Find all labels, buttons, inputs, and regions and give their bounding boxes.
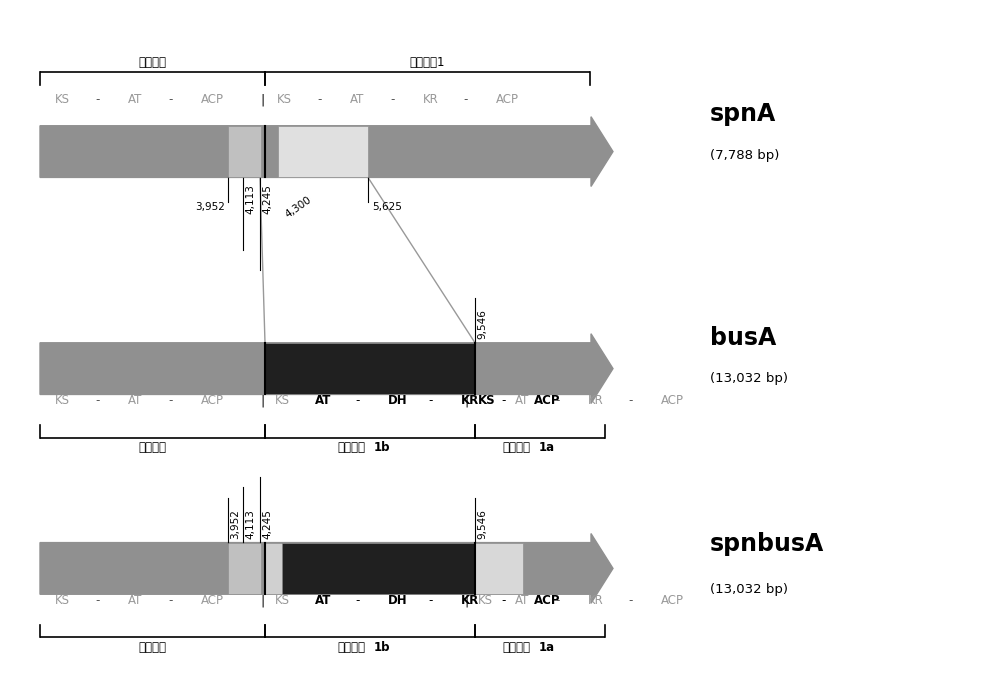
Text: KR: KR	[588, 595, 604, 607]
Text: KS: KS	[478, 395, 496, 407]
Text: ACP: ACP	[661, 595, 684, 607]
Text: KR: KR	[461, 395, 479, 407]
Text: -: -	[555, 395, 559, 407]
Text: -: -	[168, 595, 172, 607]
Text: 4,300: 4,300	[283, 194, 313, 220]
Text: KS: KS	[55, 595, 70, 607]
Text: 9,546: 9,546	[477, 509, 487, 539]
Text: |: |	[260, 595, 264, 607]
Text: 装载模块: 装载模块	[138, 641, 166, 654]
Text: -: -	[168, 94, 172, 106]
Text: KS: KS	[275, 395, 290, 407]
Text: -: -	[501, 595, 505, 607]
Text: |: |	[465, 395, 469, 407]
Text: DH: DH	[388, 595, 408, 607]
Bar	[228, 543, 261, 594]
Text: ACP: ACP	[534, 595, 560, 607]
Text: KR: KR	[588, 395, 604, 407]
Text: 1a: 1a	[539, 441, 555, 454]
Text: 延伸模块: 延伸模块	[337, 641, 365, 654]
Text: KR: KR	[461, 595, 479, 607]
Text: 5,625: 5,625	[372, 201, 402, 212]
Text: -: -	[355, 395, 359, 407]
Text: 延伸模块: 延伸模块	[502, 441, 530, 454]
FancyArrow shape	[40, 333, 613, 404]
Text: AT: AT	[128, 395, 142, 407]
Text: ACP: ACP	[534, 395, 560, 407]
Text: |: |	[465, 595, 469, 607]
Text: AT: AT	[515, 395, 529, 407]
Text: spnA: spnA	[710, 102, 776, 125]
Text: 4,113: 4,113	[245, 184, 255, 214]
Bar	[265, 342, 475, 394]
Bar	[278, 125, 368, 177]
Text: 延伸模块: 延伸模块	[337, 441, 365, 454]
Text: 装载模块: 装载模块	[138, 441, 166, 454]
Text: |: |	[260, 94, 264, 106]
Text: 延伸模块1: 延伸模块1	[410, 56, 445, 69]
Text: 4,245: 4,245	[262, 509, 272, 539]
Text: -: -	[628, 395, 632, 407]
FancyArrow shape	[40, 533, 613, 604]
Text: -: -	[428, 595, 432, 607]
Text: 1a: 1a	[539, 641, 555, 654]
Text: 3,952: 3,952	[195, 201, 225, 212]
Text: AT: AT	[128, 94, 142, 106]
Text: 4,113: 4,113	[245, 509, 255, 539]
Text: spnbusA: spnbusA	[710, 533, 824, 556]
Text: KR: KR	[423, 94, 439, 106]
Text: -: -	[428, 395, 432, 407]
Text: KS: KS	[55, 395, 70, 407]
Text: AT: AT	[315, 395, 331, 407]
Text: KS: KS	[55, 94, 70, 106]
Text: AT: AT	[315, 595, 331, 607]
Text: AT: AT	[350, 94, 364, 106]
Text: -: -	[168, 395, 172, 407]
Text: -: -	[95, 94, 99, 106]
Bar	[282, 543, 475, 594]
Text: ACP: ACP	[201, 94, 224, 106]
Text: ACP: ACP	[201, 395, 224, 407]
Text: ACP: ACP	[496, 94, 519, 106]
Text: 9,546: 9,546	[477, 309, 487, 339]
Text: -: -	[555, 595, 559, 607]
Text: AT: AT	[128, 595, 142, 607]
Text: -: -	[95, 595, 99, 607]
Text: |: |	[260, 395, 264, 407]
Text: AT: AT	[515, 595, 529, 607]
Text: -: -	[317, 94, 321, 106]
Text: -: -	[355, 595, 359, 607]
Text: (13,032 bp): (13,032 bp)	[710, 583, 788, 595]
Text: 3,952: 3,952	[230, 509, 240, 539]
Text: 4,245: 4,245	[262, 184, 272, 214]
Text: (13,032 bp): (13,032 bp)	[710, 373, 788, 385]
Text: ACP: ACP	[661, 395, 684, 407]
Text: DH: DH	[388, 395, 408, 407]
FancyArrow shape	[40, 116, 613, 187]
Bar	[228, 125, 261, 177]
Text: -: -	[463, 94, 467, 106]
Text: -: -	[95, 395, 99, 407]
Bar	[265, 543, 282, 594]
Text: KS: KS	[277, 94, 292, 106]
Text: (7,788 bp): (7,788 bp)	[710, 149, 779, 161]
Text: -: -	[628, 595, 632, 607]
Text: 1b: 1b	[374, 441, 390, 454]
Text: 延伸模块: 延伸模块	[502, 641, 530, 654]
Text: -: -	[501, 395, 505, 407]
Text: KS: KS	[275, 595, 290, 607]
Text: KS: KS	[478, 595, 493, 607]
Bar	[475, 543, 523, 594]
Text: busA: busA	[710, 326, 776, 349]
Text: 装载模块: 装载模块	[138, 56, 166, 69]
Text: ACP: ACP	[201, 595, 224, 607]
Text: -: -	[390, 94, 394, 106]
Text: 1b: 1b	[374, 641, 390, 654]
